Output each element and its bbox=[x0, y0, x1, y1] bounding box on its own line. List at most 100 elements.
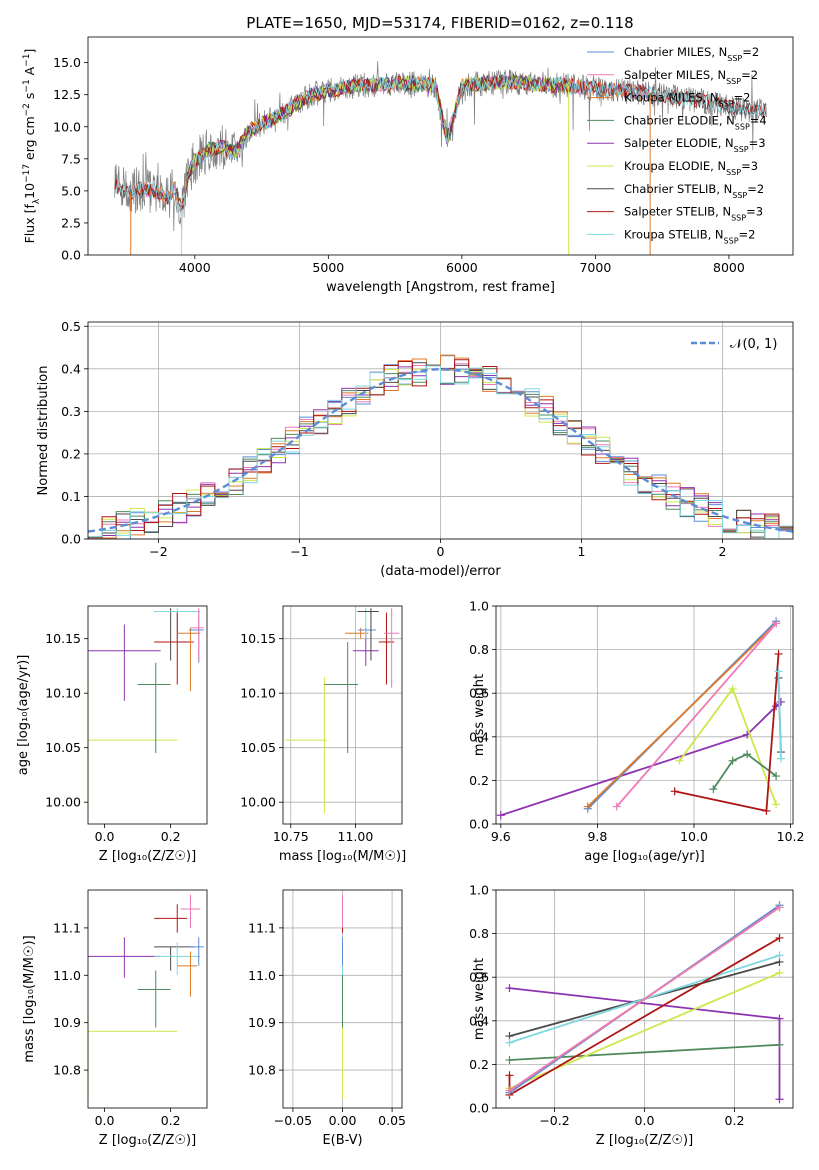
spectrum-plot bbox=[114, 60, 767, 255]
weight-marker bbox=[774, 667, 783, 676]
histogram-kroupa-miles bbox=[88, 354, 793, 539]
y-tick-label: 12.5 bbox=[53, 87, 81, 102]
residuals-axes: −2 −1 0 1 2 0.0 0.1 0.2 0.3 0.4 0.5 (data-model)/er… bbox=[36, 319, 794, 579]
x-tick-label: 10.2 bbox=[777, 829, 805, 844]
x-tick-label: 1 bbox=[578, 544, 586, 559]
mass_vs_Z-plot bbox=[88, 894, 204, 1099]
axes-frame bbox=[282, 889, 403, 1109]
y-axis-label: mass weight bbox=[472, 958, 487, 1040]
y-tick-label: 0.0 bbox=[61, 532, 81, 547]
x-axis-label: Z [log₁₀(Z/Z☉)] bbox=[99, 849, 196, 864]
weight_vs_Z-axes: −0.2 0.0 0.2 0.0 0.2 0.4 0.6 0.8 1.0 Z [log₁₀(Z/Z… bbox=[469, 883, 794, 1148]
x-axis-label: E(B-V) bbox=[322, 1133, 362, 1148]
axes-frame bbox=[87, 605, 208, 825]
weight-marker bbox=[728, 684, 737, 693]
x-tick-label: 10.75 bbox=[273, 829, 309, 844]
weight-marker bbox=[670, 787, 679, 796]
x-axis-label: Z [log₁₀(Z/Z☉)] bbox=[99, 1133, 196, 1148]
y-tick-label: 10.10 bbox=[45, 686, 81, 701]
weight-marker bbox=[772, 619, 781, 628]
weight-marker bbox=[776, 697, 785, 706]
x-tick-label: 0.00 bbox=[329, 1113, 357, 1128]
y-tick-label: 11.1 bbox=[53, 920, 81, 935]
weight-marker bbox=[728, 756, 737, 765]
weight-marker bbox=[709, 785, 718, 794]
weight-line-kroupa-miles bbox=[587, 622, 777, 808]
y-tick-label: 1.0 bbox=[469, 599, 489, 614]
weight-marker bbox=[775, 1014, 784, 1023]
observed-spectrum bbox=[114, 60, 767, 242]
x-tick-label: 0.0 bbox=[635, 1113, 655, 1128]
y-tick-label: 10.10 bbox=[240, 686, 276, 701]
axes-frame bbox=[87, 321, 794, 540]
y-tick-label: 10.0 bbox=[53, 119, 81, 134]
weight-marker bbox=[743, 750, 752, 759]
legend-label: Kroupa STELIB, NSSP=2 bbox=[624, 227, 755, 245]
y-axis-label: mass [log₁₀(M/M☉)] bbox=[22, 935, 37, 1062]
residuals-plot bbox=[88, 354, 793, 539]
x-axis-label: Z [log₁₀(Z/Z☉)] bbox=[596, 1133, 693, 1148]
x-tick-label: 0.05 bbox=[378, 1113, 406, 1128]
y-tick-label: 2.5 bbox=[61, 215, 81, 230]
y-tick-label: 1.0 bbox=[469, 883, 489, 898]
y-tick-label: 0.4 bbox=[469, 1013, 489, 1028]
y-tick-label: 7.5 bbox=[61, 151, 81, 166]
x-tick-label: 0.2 bbox=[161, 829, 181, 844]
y-tick-label: 11.0 bbox=[248, 968, 276, 983]
age_vs_mass-plot bbox=[285, 608, 400, 814]
y-tick-label: 0.3 bbox=[61, 404, 81, 419]
weight-line-salpeter-miles bbox=[508, 906, 781, 1092]
x-tick-label: 5000 bbox=[312, 260, 344, 275]
x-axis-label: age [log₁₀(age/yr)] bbox=[584, 849, 705, 864]
weight_vs_age-plot bbox=[496, 617, 785, 820]
y-tick-label: 10.9 bbox=[53, 1015, 81, 1030]
y-tick-label: 10.05 bbox=[240, 740, 276, 755]
weight-marker bbox=[583, 802, 592, 811]
y-tick-label: 0.0 bbox=[61, 248, 81, 263]
y-axis-label: age [log₁₀(age/yr)] bbox=[16, 655, 31, 776]
x-tick-label: 6000 bbox=[446, 260, 478, 275]
y-tick-label: 15.0 bbox=[53, 55, 81, 70]
model-line-kroupa-stelib bbox=[114, 75, 767, 212]
axes-frame bbox=[495, 605, 794, 825]
axes-frame bbox=[87, 889, 208, 1109]
x-tick-label: 4000 bbox=[179, 260, 211, 275]
weight-marker bbox=[505, 1086, 514, 1095]
weight-marker bbox=[775, 951, 784, 960]
x-tick-label: 9.8 bbox=[587, 829, 607, 844]
figure-title: PLATE=1650, MJD=53174, FIBERID=0162, z=0… bbox=[246, 14, 633, 32]
weight-marker bbox=[612, 802, 621, 811]
y-tick-label: 10.00 bbox=[240, 795, 276, 810]
y-tick-label: 0.6 bbox=[469, 686, 489, 701]
y-tick-label: 0.2 bbox=[469, 773, 489, 788]
age_vs_mass-axes: 10.75 11.00 10.00 10.05 10.10 10.15 mass [log₁… bbox=[240, 605, 406, 864]
y-axis-label: Flux [fλ10−17 erg cm−2 s−1 A−1] bbox=[22, 49, 42, 244]
x-tick-label: 0 bbox=[437, 544, 445, 559]
y-tick-label: 10.8 bbox=[53, 1063, 81, 1078]
y-tick-label: 10.15 bbox=[240, 631, 276, 646]
x-tick-label: 9.6 bbox=[491, 829, 511, 844]
mass_vs_Z-axes: 0.0 0.2 10.8 10.9 11.0 11.1 Z [log₁₀(Z/Z☉)] mas… bbox=[22, 889, 208, 1148]
x-tick-label: 2 bbox=[719, 544, 727, 559]
weight-marker bbox=[775, 968, 784, 977]
y-tick-label: 0.5 bbox=[61, 319, 81, 334]
y-tick-label: 10.05 bbox=[45, 740, 81, 755]
y-tick-label: 0.2 bbox=[61, 446, 81, 461]
weight-marker bbox=[505, 984, 514, 993]
weight-marker bbox=[775, 903, 784, 912]
x-axis-label: (data-model)/error bbox=[380, 564, 501, 579]
legend-label: Salpeter ELODIE, NSSP=3 bbox=[624, 136, 766, 154]
weight-line-chabrier-elodie bbox=[509, 1043, 780, 1061]
weight-marker bbox=[505, 1056, 514, 1065]
weight-marker bbox=[505, 1071, 514, 1080]
x-tick-label: 0.0 bbox=[95, 1113, 115, 1128]
legend-label: Chabrier STELIB, NSSP=2 bbox=[624, 182, 764, 200]
age_vs_Z-axes: 0.0 0.2 10.00 10.05 10.10 10.15 Z [log₁₀(Z/Z☉)… bbox=[16, 605, 208, 864]
y-tick-label: 0.0 bbox=[469, 817, 489, 832]
weight-line-salpeter-stelib bbox=[674, 653, 780, 812]
x-tick-label: 8000 bbox=[713, 260, 745, 275]
spectrum-axes: 4000 5000 6000 7000 8000 0.0 2.5 5.0 7.5 10.0 12.5… bbox=[22, 36, 794, 295]
axes-frame bbox=[87, 36, 794, 256]
weight-marker bbox=[675, 756, 684, 765]
weight-marker bbox=[775, 1040, 784, 1049]
